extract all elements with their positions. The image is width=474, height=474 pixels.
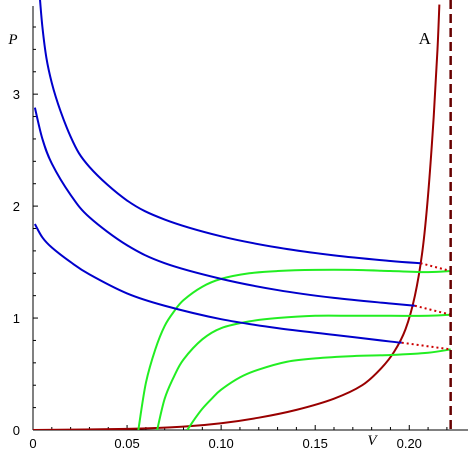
x-axis-label: V (367, 433, 378, 449)
red-dotted-segment (414, 304, 451, 316)
annotation-a: A (419, 29, 432, 48)
y-ticks: 0 1 2 3 (13, 26, 38, 438)
y-tick-label: 2 (13, 199, 20, 214)
blue-curve (39, 0, 421, 265)
red-dotted-segment (401, 341, 451, 351)
y-tick-label: 0 (13, 423, 20, 438)
brown-curve (33, 4, 441, 430)
series-layer (33, 0, 451, 430)
x-tick-label: 0.05 (114, 436, 139, 451)
x-ticks: 0.05 0.10 0.15 0.20 (51, 425, 448, 451)
blue-curve (33, 107, 416, 307)
y-axis-label: P (7, 32, 17, 48)
green-curve (156, 313, 451, 430)
x-tick-label: 0.10 (208, 436, 233, 451)
green-curve (186, 348, 451, 430)
red-dotted-segment (420, 262, 451, 273)
x-tick-label: 0.20 (397, 436, 422, 451)
y-tick-label: 1 (13, 311, 20, 326)
blue-curve (34, 223, 402, 344)
green-curve (137, 268, 451, 430)
axes-group (32, 6, 468, 431)
y-tick-label: 3 (13, 87, 20, 102)
x-origin-label: 0 (29, 436, 36, 451)
x-tick-label: 0.15 (303, 436, 328, 451)
